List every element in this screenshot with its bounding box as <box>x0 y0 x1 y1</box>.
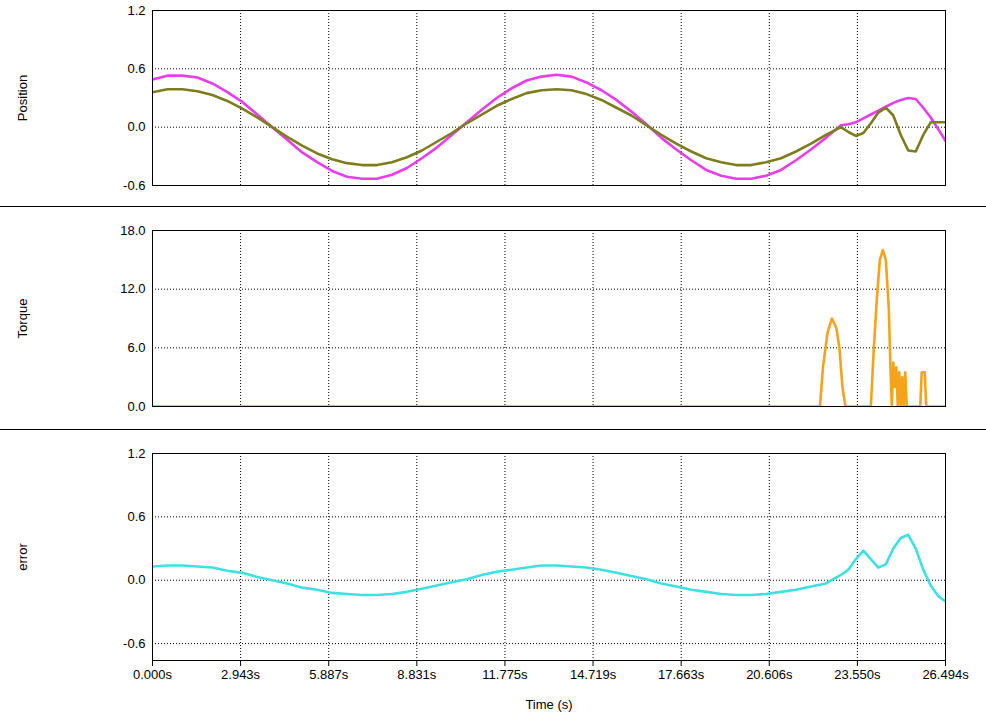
svg-text:17.663s: 17.663s <box>658 667 705 682</box>
svg-text:5.887s: 5.887s <box>309 667 349 682</box>
svg-text:0.0: 0.0 <box>127 399 145 414</box>
svg-text:12.0: 12.0 <box>120 281 145 296</box>
svg-text:26.494s: 26.494s <box>922 667 969 682</box>
svg-text:14.719s: 14.719s <box>570 667 617 682</box>
svg-text:-0.6: -0.6 <box>123 178 145 193</box>
svg-text:Position: Position <box>15 75 30 121</box>
svg-text:0.000s: 0.000s <box>133 667 173 682</box>
svg-text:0.6: 0.6 <box>127 509 145 524</box>
svg-text:0.6: 0.6 <box>127 61 145 76</box>
svg-text:11.775s: 11.775s <box>482 667 528 682</box>
svg-text:6.0: 6.0 <box>127 340 145 355</box>
svg-text:1.2: 1.2 <box>127 3 145 18</box>
svg-text:Torque: Torque <box>15 299 30 339</box>
svg-text:Time (s): Time (s) <box>525 697 572 712</box>
svg-text:20.606s: 20.606s <box>746 667 793 682</box>
svg-text:0.0: 0.0 <box>127 119 145 134</box>
svg-text:18.0: 18.0 <box>120 223 145 238</box>
svg-text:-0.6: -0.6 <box>123 636 145 651</box>
svg-text:error: error <box>15 543 30 571</box>
svg-text:2.943s: 2.943s <box>221 667 261 682</box>
svg-text:8.831s: 8.831s <box>397 667 437 682</box>
svg-text:1.2: 1.2 <box>127 446 145 461</box>
svg-text:0.0: 0.0 <box>127 572 145 587</box>
svg-text:23.550s: 23.550s <box>834 667 881 682</box>
